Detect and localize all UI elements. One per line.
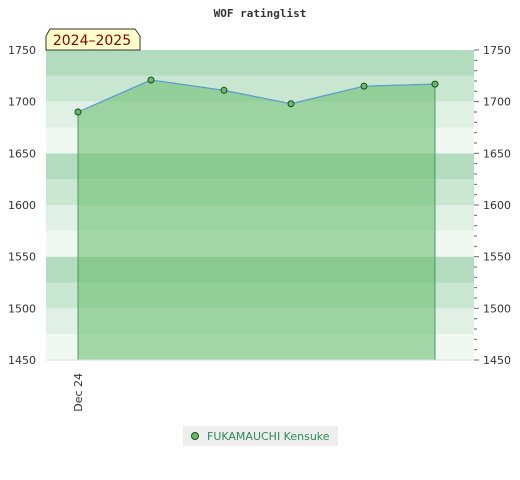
y-tick-label-left: 1450 (8, 354, 36, 367)
y-tick-label-right: 1550 (483, 251, 511, 264)
grid-band (46, 50, 474, 76)
y-tick-label-right: 1750 (483, 44, 511, 57)
x-tick-label: Dec 24 (72, 373, 85, 412)
legend-marker-icon (191, 432, 199, 440)
data-point (74, 108, 82, 116)
legend-label: FUKAMAUCHI Kensuke (207, 429, 330, 443)
series-line (77, 79, 436, 113)
data-point (147, 76, 155, 84)
y-tick-label-left: 1500 (8, 302, 36, 315)
y-tick-label-right: 1500 (483, 302, 511, 315)
y-tick-label-left: 1750 (8, 44, 36, 57)
points-layer (74, 76, 439, 116)
season-label: 2024–2025 (53, 33, 131, 49)
y-tick-label-right: 1700 (483, 96, 511, 109)
y-tick-label-right: 1650 (483, 147, 511, 160)
data-point (220, 86, 228, 94)
chart-title: WOF ratinglist (214, 7, 307, 20)
area-layer (77, 79, 436, 361)
axes: 1450 1450 1500 1500 1550 1550 1600 1600 1650 1650… (8, 44, 511, 412)
y-tick-label-left: 1700 (8, 96, 36, 109)
y-tick-label-left: 1650 (8, 147, 36, 160)
y-tick-label-left: 1600 (8, 199, 36, 212)
legend: FUKAMAUCHI Kensuke (183, 426, 338, 446)
y-tick-label-right: 1600 (483, 199, 511, 212)
data-point (431, 80, 439, 88)
y-tick-label-right: 1450 (483, 354, 511, 367)
data-point (360, 82, 368, 90)
data-point (287, 100, 295, 108)
season-badge: 2024–2025 (45, 28, 141, 51)
series-area (77, 79, 436, 361)
y-tick-label-left: 1550 (8, 251, 36, 264)
